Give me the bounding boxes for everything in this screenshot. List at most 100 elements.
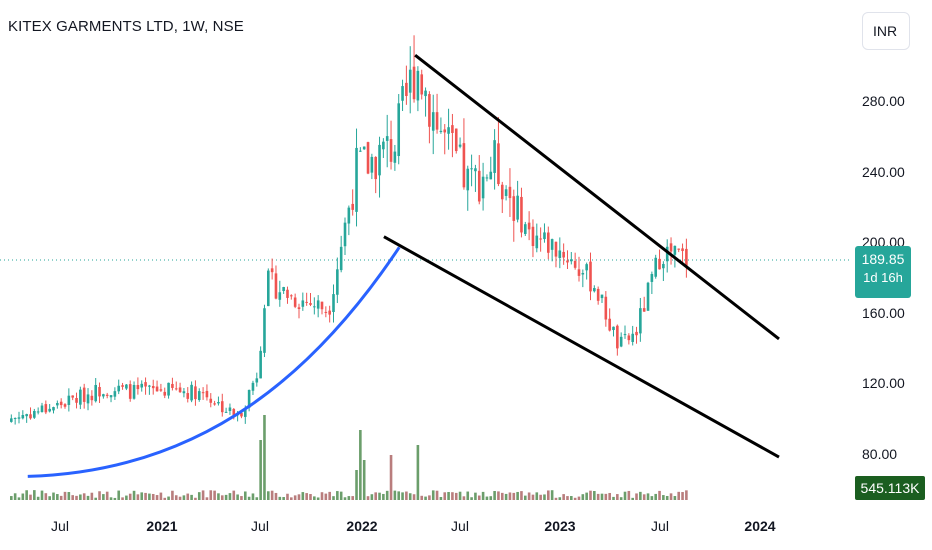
candle-body <box>228 407 232 411</box>
volume-bar <box>140 492 144 500</box>
volume-bar <box>113 497 117 500</box>
candle-body <box>10 418 13 422</box>
volume-bar <box>178 496 182 500</box>
volume-bar <box>408 493 412 500</box>
volume-bar <box>458 491 462 500</box>
volume-bar <box>228 493 232 500</box>
candle-body <box>619 336 623 347</box>
volume-bar <box>347 496 351 500</box>
volume-bar <box>82 493 86 500</box>
support-curve[interactable] <box>27 246 401 478</box>
candle-body <box>547 232 550 253</box>
candle-body <box>481 176 485 199</box>
volume-bar <box>186 493 190 500</box>
volume-bar <box>255 497 259 500</box>
volume-bar <box>646 493 650 500</box>
candle-body <box>550 239 554 250</box>
volume-badge: 545.113K <box>855 476 925 500</box>
candle-body <box>497 143 500 185</box>
candle-body <box>359 150 362 152</box>
volume-bar <box>393 490 397 500</box>
volume-bar <box>351 496 354 500</box>
volume-bar <box>105 491 109 500</box>
volume-bar <box>593 491 596 500</box>
volume-bar <box>662 495 665 500</box>
candle-body <box>577 269 581 276</box>
candle-body <box>75 398 78 403</box>
volume-bar <box>669 493 673 500</box>
volume-bar <box>125 495 128 500</box>
candle-body <box>520 196 523 233</box>
candle-body <box>581 273 585 275</box>
candle-body <box>197 391 201 400</box>
volume-bar <box>581 494 585 500</box>
volume-bar <box>174 495 178 500</box>
volume-bar <box>63 491 67 500</box>
candle-body <box>259 350 262 379</box>
volume-bar <box>243 491 247 500</box>
x-tick-label: Jul <box>451 518 469 534</box>
candle-body <box>163 391 167 396</box>
candle-body <box>669 243 673 252</box>
x-tick-label: 2021 <box>146 518 178 534</box>
candle-body <box>174 388 178 390</box>
volume-bar <box>520 491 523 500</box>
candle-body <box>71 395 74 398</box>
volume-bar <box>247 496 251 500</box>
volume-bar <box>619 497 623 500</box>
volume-bar <box>378 492 381 500</box>
candle-body <box>67 395 71 405</box>
volume-bar <box>489 496 493 500</box>
candle-body <box>128 384 132 399</box>
candle-body <box>324 311 328 313</box>
candle-body <box>82 387 86 402</box>
candle-body <box>336 269 339 295</box>
currency-button[interactable]: INR <box>862 12 910 50</box>
volume-bar <box>205 497 209 500</box>
candle-body <box>36 411 40 413</box>
candle-body <box>21 415 25 419</box>
candle-body <box>263 308 266 353</box>
candle-body <box>63 404 67 407</box>
volume-bar <box>109 497 113 500</box>
volume-bar <box>71 495 74 500</box>
volume-bar <box>481 491 485 500</box>
candle-body <box>531 226 535 247</box>
upper-trendline[interactable] <box>414 53 780 341</box>
volume-bar <box>416 445 420 500</box>
volume-bar <box>339 491 343 500</box>
candle-body <box>374 156 377 180</box>
candle-body <box>539 238 542 240</box>
candle-body <box>328 310 331 315</box>
volume-bar <box>454 492 458 500</box>
volume-bar <box>677 491 681 500</box>
volume-bar <box>504 493 508 500</box>
x-tick-label: 2024 <box>744 518 776 534</box>
candle-body <box>109 395 113 398</box>
volume-bar <box>86 495 90 500</box>
volume-bar <box>623 491 627 500</box>
volume-bar <box>612 496 615 500</box>
candle-body <box>596 288 600 301</box>
bar-countdown: 1d 16h <box>863 270 903 285</box>
volume-bar <box>547 490 550 500</box>
volume-bar <box>420 495 424 500</box>
candle-body <box>282 287 285 291</box>
volume-bar <box>278 496 282 500</box>
candle-body <box>654 257 657 277</box>
candle-body <box>171 383 174 388</box>
lower-trendline[interactable] <box>383 235 780 459</box>
volume-bar <box>217 493 220 500</box>
candle-body <box>608 318 611 331</box>
candle-body <box>405 82 408 97</box>
volume-bar <box>543 494 546 500</box>
volume-bar <box>550 490 554 500</box>
candle-body <box>508 186 512 199</box>
candle-body <box>209 398 213 403</box>
candle-body <box>435 112 439 130</box>
volume-bar <box>470 497 473 500</box>
volume-bar <box>52 492 55 500</box>
volume-bar <box>102 494 105 500</box>
candle-body <box>140 383 144 388</box>
